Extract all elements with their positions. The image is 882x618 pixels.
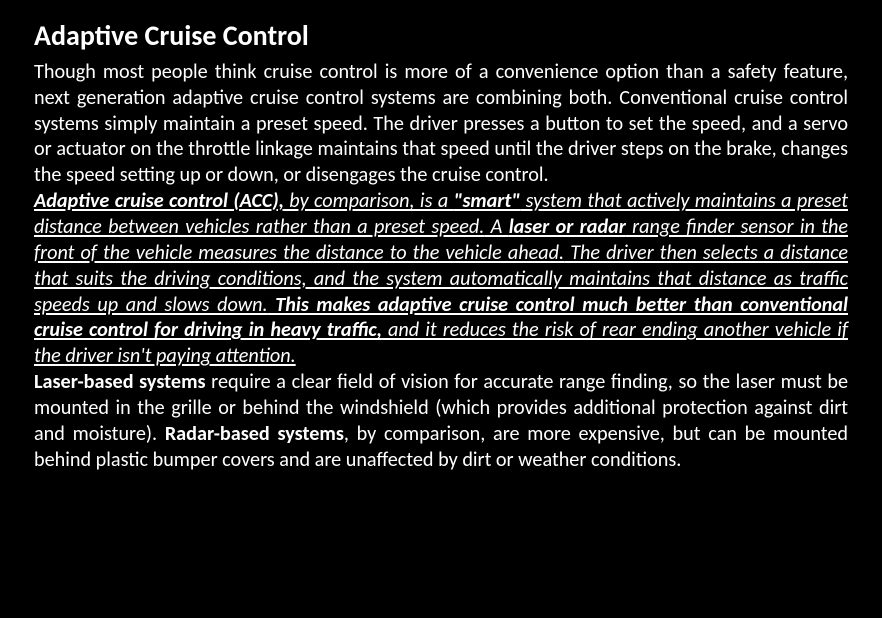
paragraph-intro: Though most people think cruise control … bbox=[34, 60, 848, 187]
text-run: by comparison, is a bbox=[284, 189, 454, 213]
body-text: Though most people think cruise control … bbox=[34, 60, 848, 474]
heading-title: Adaptive Cruise Control bbox=[34, 18, 848, 54]
document-page: Adaptive Cruise Control Though most peop… bbox=[0, 0, 882, 618]
acc-term: Adaptive cruise control (ACC), bbox=[34, 189, 284, 213]
paragraph-systems: Laser-based systems require a clear fiel… bbox=[34, 370, 848, 472]
paragraph-emphasis: Adaptive cruise control (ACC), by compar… bbox=[34, 189, 848, 368]
laser-systems-term: Laser-based systems bbox=[34, 370, 206, 394]
radar-systems-term: Radar-based systems bbox=[165, 422, 344, 446]
text-run: A bbox=[484, 215, 508, 239]
smart-term: "smart" bbox=[454, 189, 521, 213]
laser-radar-term: laser or radar bbox=[509, 215, 626, 239]
